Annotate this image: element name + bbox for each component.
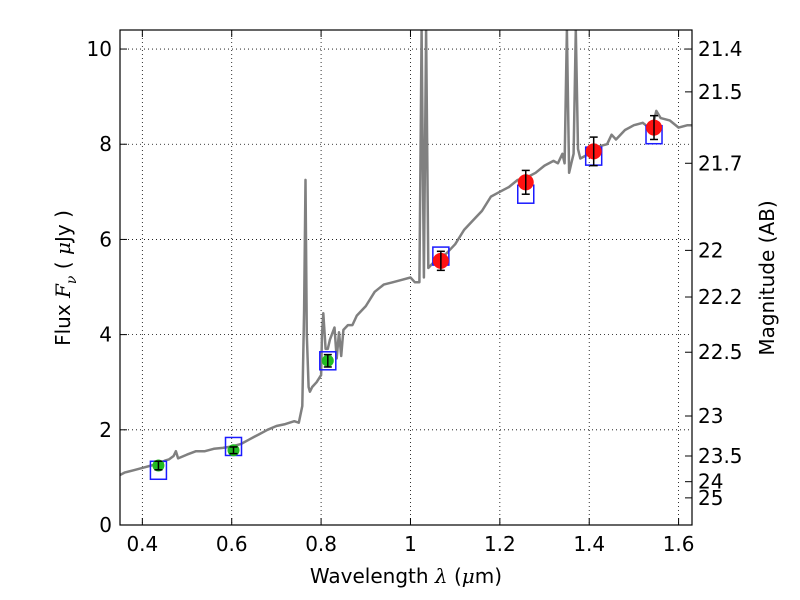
x-axis-label: Wavelength λ (μm)	[310, 564, 502, 588]
right-tick-label: 24	[698, 470, 723, 494]
x-tick-label: 1.4	[573, 532, 605, 556]
photometry-layer	[149, 114, 663, 481]
right-tick-label: 22.2	[698, 285, 743, 309]
x-tick-label: 0.8	[305, 532, 337, 556]
right-tick-label: 21.4	[698, 37, 743, 61]
x-tick-label: 0.6	[216, 532, 248, 556]
x-tick-label: 1	[404, 532, 417, 556]
right-axis-label: Magnitude (AB)	[755, 200, 779, 355]
y-tick-label: 10	[87, 37, 112, 61]
y-tick-label: 0	[99, 513, 112, 537]
right-tick-label: 22	[698, 238, 723, 262]
right-tick-label: 22.5	[698, 340, 743, 364]
x-tick-label: 1.6	[663, 532, 695, 556]
right-tick-label: 23.5	[698, 444, 743, 468]
right-tick-label: 23	[698, 404, 723, 428]
y-tick-label: 6	[99, 227, 112, 251]
x-tick-label: 1.2	[484, 532, 516, 556]
y-tick-label: 4	[99, 323, 112, 347]
spectrum-line	[120, 30, 692, 477]
spectrum-layer	[120, 30, 692, 477]
plot-frame	[119, 29, 693, 526]
y-axis-label: Flux Fν ( μJy )	[51, 210, 80, 346]
right-tick-label: 21.5	[698, 80, 743, 104]
y-tick-label: 8	[99, 132, 112, 156]
right-tick-label: 21.7	[698, 151, 743, 175]
x-tick-label: 0.4	[126, 532, 158, 556]
y-tick-label: 2	[99, 418, 112, 442]
model-photometry-square	[319, 351, 337, 371]
right-tick-label: 25	[698, 486, 723, 510]
